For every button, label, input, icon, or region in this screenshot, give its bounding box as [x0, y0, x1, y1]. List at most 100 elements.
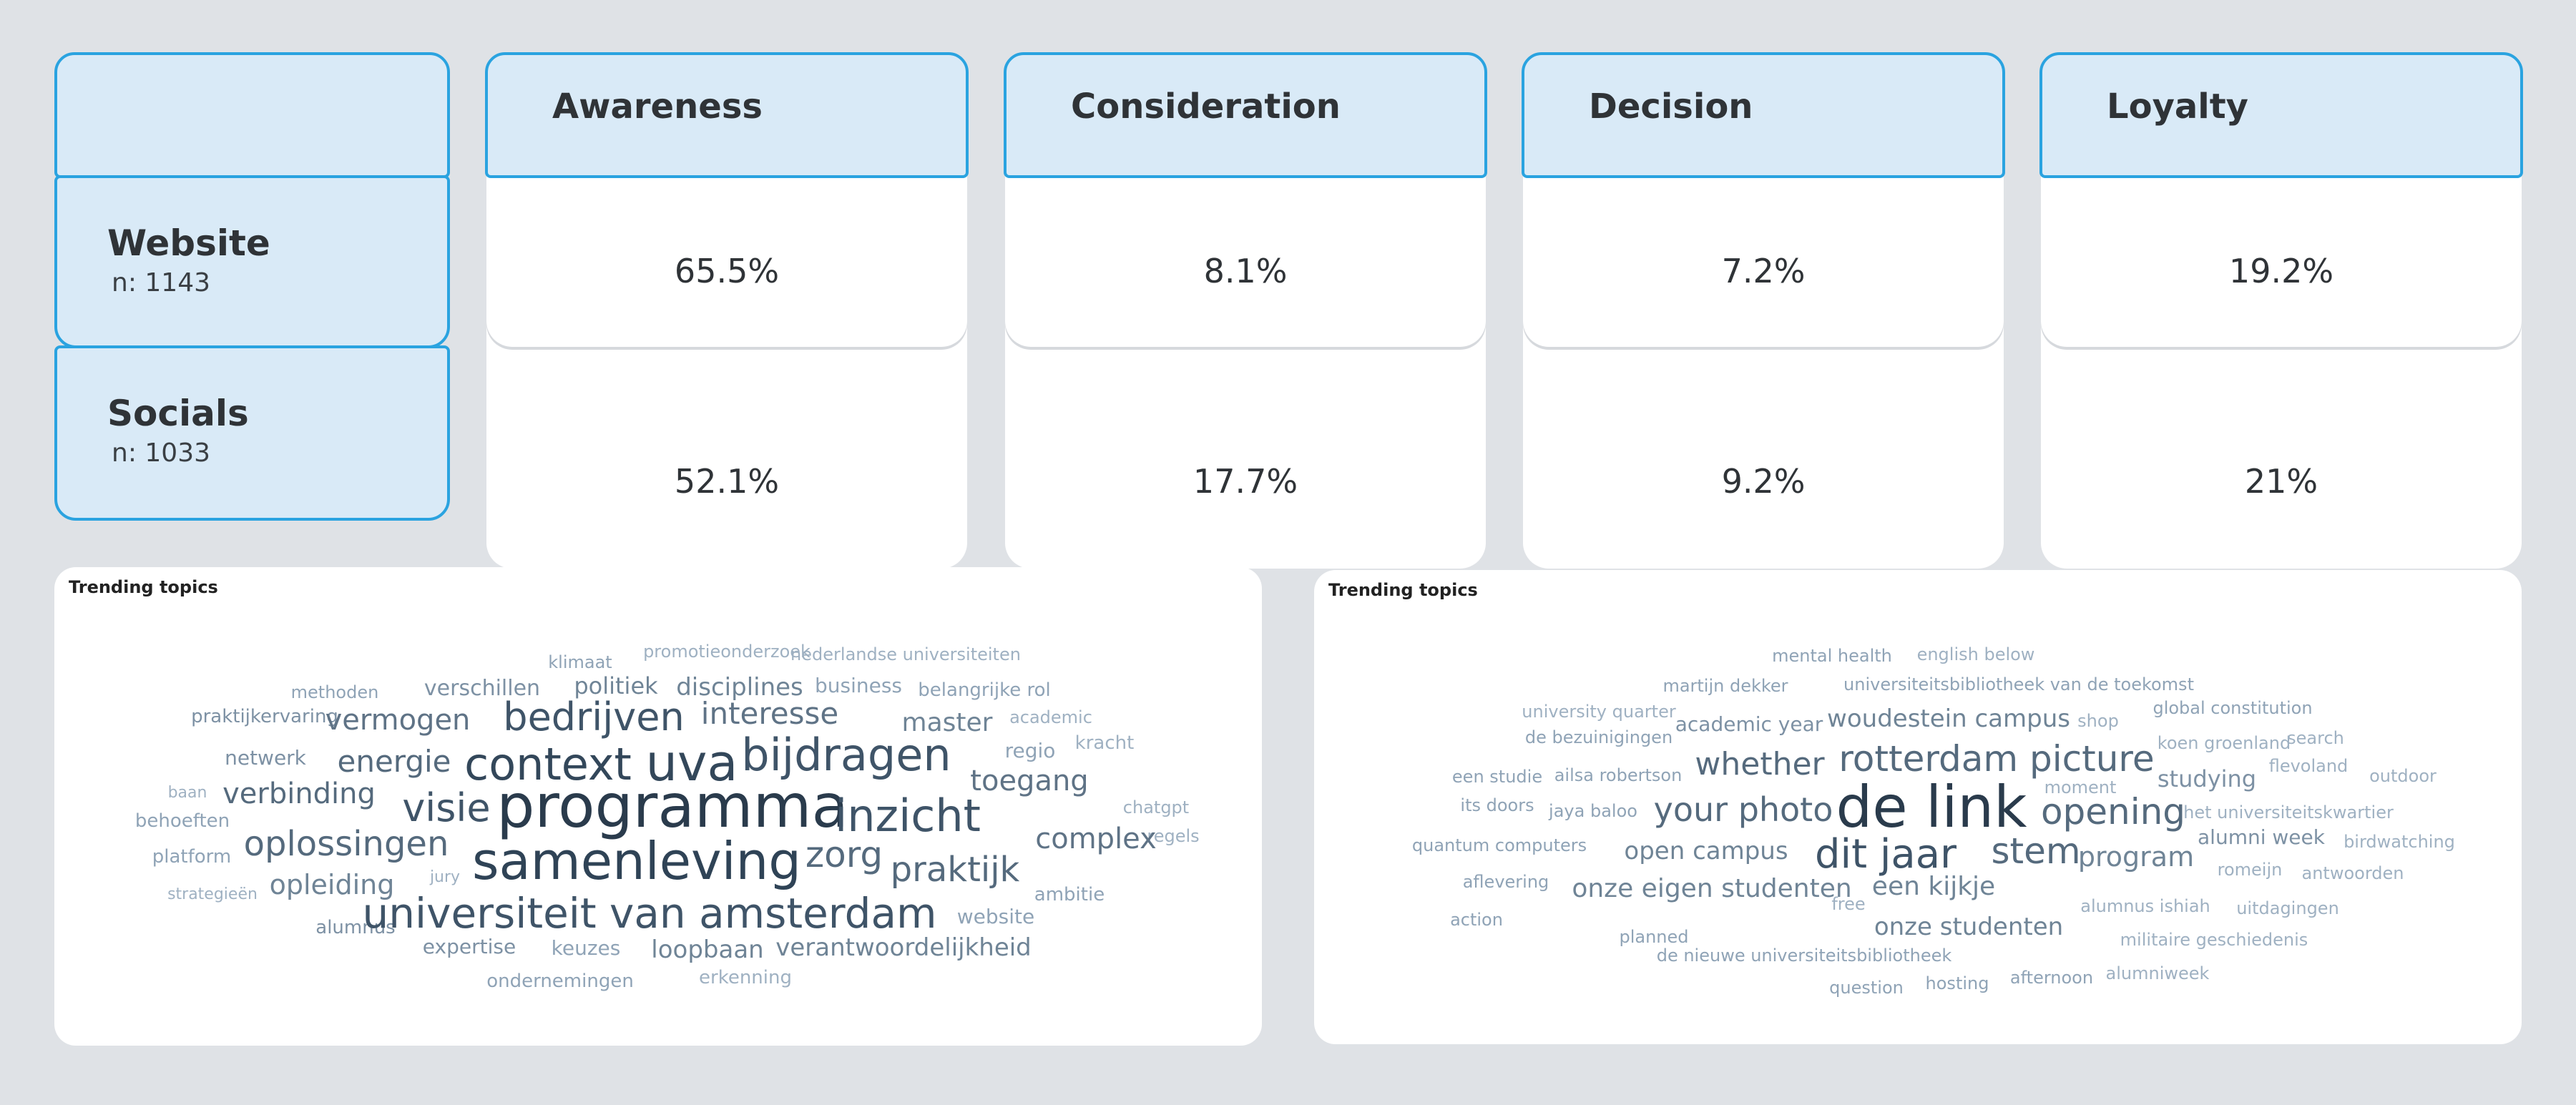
- wordcloud-word: mental health: [1772, 646, 1892, 666]
- wordcloud-word: chatgpt: [1122, 797, 1190, 817]
- wordcloud-word: de bezuinigingen: [1524, 727, 1673, 747]
- wordcloud-word: visie: [402, 785, 491, 830]
- column-title: Consideration: [1071, 87, 1341, 127]
- wordcloud-word: outdoor: [2369, 766, 2437, 786]
- value-socials: 21%: [2041, 317, 2522, 569]
- wordcloud-word: samenleving: [472, 831, 801, 891]
- wordcloud-word: shop: [2077, 711, 2119, 731]
- column-title: Decision: [1589, 87, 1753, 127]
- wordcloud-word: alumniweek: [2105, 963, 2210, 983]
- wordcloud-word: inzicht: [835, 790, 981, 842]
- wordcloud-word: stem: [1991, 830, 2081, 872]
- wordcloud-word: erkenning: [699, 967, 792, 988]
- wordcloud-word: hosting: [1925, 973, 1989, 993]
- value-website: 7.2%: [1523, 167, 2004, 347]
- header-consideration: Consideration: [1004, 52, 1487, 178]
- wordcloud-word: ambitie: [1034, 884, 1105, 905]
- wordcloud-word: toegang: [970, 765, 1089, 797]
- row-header-top: [54, 52, 450, 178]
- wordcloud-word: free: [1831, 894, 1866, 914]
- row-header-socials: Socials n: 1033: [54, 345, 450, 521]
- wordcloud-word: jaya baloo: [1549, 801, 1637, 821]
- row-n-socials: n: 1033: [112, 438, 211, 468]
- wordcloud-word: alumnus ishiah: [2080, 896, 2210, 916]
- wordcloud-word: quantum computers: [1411, 835, 1587, 855]
- header-awareness: Awareness: [485, 52, 969, 178]
- wordcloud-word: afternoon: [2009, 968, 2094, 988]
- wordcloud-word: een kijkje: [1871, 872, 1996, 901]
- row-header-website: Website n: 1143: [54, 175, 450, 348]
- column-title: Loyalty: [2107, 87, 2248, 127]
- wordcloud-panel-website: Trending topics klimaat promotieonderzoek…: [54, 567, 1262, 1046]
- wordcloud-title: Trending topics: [69, 577, 218, 597]
- value-website: 8.1%: [1005, 167, 1486, 347]
- wordcloud-word: dit jaar: [1814, 831, 1957, 878]
- row-n-website: n: 1143: [112, 268, 211, 298]
- wordcloud-word: interesse: [700, 696, 839, 731]
- wordcloud-word: energie: [337, 744, 451, 779]
- wordcloud-word: aflevering: [1462, 872, 1549, 892]
- wordcloud-word: expertise: [422, 935, 516, 958]
- wordcloud-word: militaire geschiedenis: [2120, 930, 2308, 950]
- column-title: Awareness: [552, 87, 763, 127]
- wordcloud-word: verbinding: [222, 777, 376, 810]
- wordcloud-word: uitdagingen: [2236, 898, 2339, 918]
- value-website: 65.5%: [486, 167, 967, 347]
- wordcloud-word: website: [956, 905, 1035, 928]
- wordcloud-word: opening: [2040, 791, 2186, 833]
- wordcloud-word: praktijkervaring: [191, 706, 338, 727]
- value-socials: 17.7%: [1005, 317, 1486, 569]
- wordcloud-word: netwerk: [225, 746, 306, 770]
- wordcloud-word: your photo: [1653, 790, 1833, 829]
- wordcloud-panel-socials: Trending topics mental health english bel…: [1314, 570, 2522, 1044]
- wordcloud-word: uva: [645, 734, 738, 792]
- wordcloud-word: university quarter: [1522, 702, 1676, 722]
- wordcloud-word: strategieën: [167, 885, 258, 903]
- wordcloud-word: romeijn: [2217, 860, 2283, 880]
- wordcloud-word: praktijk: [890, 850, 1020, 890]
- wordcloud-word: keuzes: [551, 936, 621, 960]
- wordcloud-word: behoeften: [134, 810, 230, 832]
- wordcloud-word: english below: [1916, 644, 2035, 664]
- header-loyalty: Loyalty: [2039, 52, 2523, 178]
- wordcloud-word: business: [814, 674, 903, 697]
- wordcloud-word: ondernemingen: [486, 971, 634, 992]
- wordcloud-word: baan: [167, 784, 207, 802]
- wordcloud-word: promotieonderzoek: [643, 642, 810, 662]
- wordcloud-word: platform: [152, 846, 232, 868]
- wordcloud-word: een studie: [1451, 767, 1543, 787]
- wordcloud-word: complex: [1035, 822, 1157, 855]
- column-consideration: 17.7% 8.1% Consideration: [1004, 52, 1487, 569]
- header-decision: Decision: [1522, 52, 2005, 178]
- wordcloud-word: alumnus: [315, 917, 396, 938]
- value-socials: 9.2%: [1523, 317, 2004, 569]
- wordcloud-word: moment: [2044, 777, 2117, 797]
- wordcloud-word: whether: [1695, 746, 1825, 782]
- wordcloud-word: vermogen: [325, 704, 471, 737]
- wordcloud-word: ailsa robertson: [1554, 765, 1683, 785]
- wordcloud-word: academic year: [1675, 712, 1823, 736]
- wordcloud-word: rotterdam picture: [1838, 738, 2155, 780]
- wordcloud-word: flevoland: [2268, 756, 2349, 776]
- wordcloud-word: regels: [1147, 826, 1200, 846]
- wordcloud-word: opleiding: [269, 869, 395, 900]
- wordcloud-word: koen groenland: [2157, 733, 2291, 753]
- wordcloud-word: kracht: [1074, 732, 1135, 754]
- wordcloud-word: universiteit van amsterdam: [362, 889, 937, 938]
- wordcloud-word: programma: [496, 771, 848, 841]
- wordcloud-word: search: [2287, 728, 2344, 748]
- wordcloud-word: verantwoordelijkheid: [775, 933, 1032, 962]
- wordcloud-word: klimaat: [548, 652, 612, 672]
- column-decision: 9.2% 7.2% Decision: [1522, 52, 2005, 569]
- value-socials: 52.1%: [486, 317, 967, 569]
- wordcloud-word: antwoorden: [2301, 863, 2404, 883]
- wordcloud-word: nederlandse universiteiten: [790, 644, 1021, 664]
- wordcloud-word: zorg: [805, 834, 883, 875]
- wordcloud-word: global constitution: [2153, 698, 2313, 718]
- wordcloud-word: bijdragen: [741, 729, 951, 781]
- row-label-socials: Socials: [107, 393, 249, 434]
- wordcloud-word: universiteitsbibliotheek van de toekomst: [1843, 674, 2194, 694]
- wordcloud-word: martijn dekker: [1662, 676, 1788, 696]
- wordcloud-word: de link: [1836, 774, 2027, 840]
- wordcloud-word: academic: [1009, 707, 1092, 727]
